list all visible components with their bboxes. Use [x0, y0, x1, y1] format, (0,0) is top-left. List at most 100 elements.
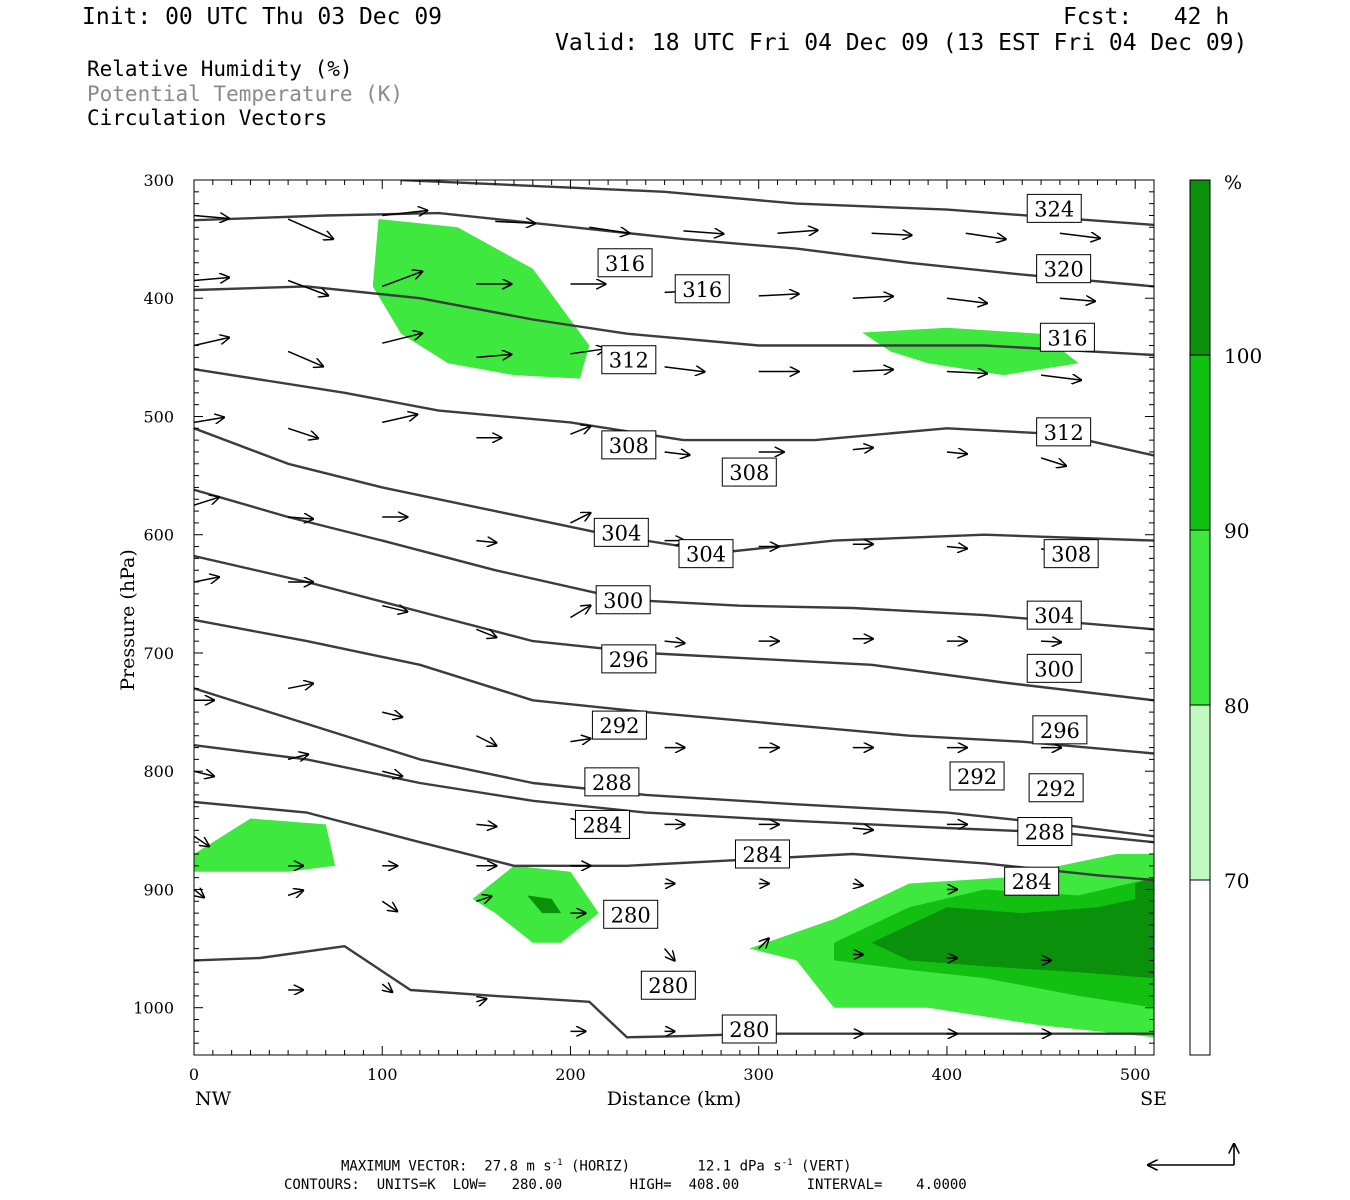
circulation-vector-63 — [476, 735, 496, 746]
svg-text:284: 284 — [1012, 870, 1052, 894]
svg-text:304: 304 — [601, 521, 641, 545]
circulation-vector-77 — [852, 828, 873, 830]
svg-text:280: 280 — [729, 1018, 769, 1042]
field-label-circulation-vectors: Circulation Vectors — [87, 106, 328, 130]
circulation-vector-28 — [946, 372, 987, 374]
init-time: Init: 00 UTC Thu 03 Dec 09 — [82, 4, 443, 30]
x-tick-label-300: 300 — [743, 1065, 774, 1084]
circulation-vector-59 — [1041, 641, 1061, 642]
theta-label-288-1: 288 — [1017, 817, 1073, 847]
axes: 300 400 500 600 700 800 900 1000 0 100 200 300 400 50… — [133, 171, 1154, 1084]
circulation-vector-102 — [476, 999, 486, 1002]
theta-label-312-1: 312 — [1036, 417, 1092, 447]
circulation-vector-29 — [1040, 375, 1081, 380]
theta-contour-304 — [194, 488, 1154, 631]
theta-contour-312 — [194, 368, 1154, 457]
x-end-label-nw: NW — [195, 1088, 232, 1110]
svg-text:312: 312 — [609, 349, 649, 373]
circulation-vector-1 — [287, 218, 333, 239]
x-tick-label-0: 0 — [189, 1065, 199, 1084]
circulation-vector-38 — [946, 452, 967, 454]
theta-label-296-0: 296 — [601, 644, 657, 674]
theta-label-304-0: 304 — [593, 517, 649, 547]
theta-label-292-1: 292 — [949, 761, 1005, 791]
theta-label-280-0: 280 — [603, 899, 659, 929]
circulation-vector-53 — [476, 628, 496, 637]
theta-label-312-0: 312 — [601, 345, 657, 375]
contour-labels: 324 320 316 316 316 312 312 308 308 308 304 304 304 3… — [574, 193, 1099, 1044]
theta-contour-300 — [194, 554, 1154, 702]
contour-info: CONTOURS: UNITS=K LOW= 280.00 HIGH= 408.… — [284, 1177, 967, 1193]
svg-text:284: 284 — [582, 813, 622, 837]
colorbar-swatch-3 — [1190, 355, 1210, 530]
circulation-vector-62 — [382, 712, 402, 717]
circulation-vector-52 — [382, 606, 407, 612]
circulation-vector-18 — [946, 298, 987, 303]
theta-contour-324 — [401, 180, 1154, 227]
circulation-vector-48 — [946, 547, 967, 549]
circulation-vector-30 — [194, 417, 224, 422]
svg-text:292: 292 — [1036, 777, 1076, 801]
circulation-vector-16 — [758, 294, 799, 296]
circulation-vector-27 — [852, 370, 893, 372]
theta-contour-316 — [194, 285, 1154, 357]
theta-label-324-0: 324 — [1026, 193, 1082, 223]
circulation-vector-90 — [194, 889, 204, 897]
valid-time: Valid: 18 UTC Fri 04 Dec 09 (13 EST Fri … — [555, 30, 1248, 56]
svg-text:316: 316 — [1047, 326, 1087, 350]
theta-label-292-2: 292 — [1028, 773, 1084, 803]
theta-label-308-1: 308 — [721, 457, 777, 487]
colorbar-level-100: 100 — [1224, 344, 1262, 368]
svg-text:296: 296 — [1040, 719, 1080, 743]
theta-contour-280 — [194, 945, 1154, 1039]
reference-vector-icon — [1148, 1144, 1234, 1165]
x-tick-label-200: 200 — [555, 1065, 586, 1084]
circulation-vector-31 — [287, 427, 318, 438]
svg-text:316: 316 — [682, 278, 722, 302]
circulation-vector-6 — [777, 230, 818, 233]
y-tick-label-500: 500 — [143, 407, 174, 426]
circulation-vector-44 — [570, 513, 590, 524]
circulation-vector-19 — [1059, 298, 1095, 301]
circulation-vector-21 — [287, 350, 323, 366]
circulation-vector-20 — [194, 338, 229, 347]
circulation-vector-2 — [382, 210, 427, 215]
colorbar-swatch-2 — [1190, 530, 1210, 705]
svg-text:304: 304 — [686, 543, 726, 567]
svg-text:308: 308 — [609, 434, 649, 458]
svg-text:300: 300 — [603, 589, 643, 613]
circulation-vector-92 — [381, 900, 397, 911]
theta-label-296-1: 296 — [1032, 715, 1088, 745]
svg-text:300: 300 — [1034, 657, 1074, 681]
circulation-vector-43 — [476, 541, 496, 543]
x-tick-label-500: 500 — [1120, 1065, 1151, 1084]
colorbar-swatch-1 — [1190, 705, 1210, 880]
svg-text:284: 284 — [742, 843, 782, 867]
colorbar-level-90: 90 — [1224, 519, 1249, 543]
theta-label-308-0: 308 — [601, 430, 657, 460]
circulation-vector-80 — [194, 835, 209, 846]
circulation-vector-73 — [476, 824, 496, 826]
rh-region-100-7 — [527, 895, 562, 914]
colorbar-level-70: 70 — [1224, 869, 1249, 893]
rh-region-80-2 — [194, 818, 336, 872]
circulation-vector-5 — [683, 231, 723, 234]
circulation-vector-22 — [382, 333, 422, 344]
theta-label-304-1: 304 — [678, 539, 734, 569]
circulation-vector-0 — [194, 215, 229, 218]
theta-label-284-0: 284 — [574, 809, 630, 839]
svg-text:308: 308 — [1051, 543, 1091, 567]
circulation-vector-61 — [287, 683, 313, 688]
circulation-vector-4 — [589, 226, 629, 233]
circulation-vector-8 — [965, 232, 1006, 239]
circulation-vector-32 — [382, 414, 417, 424]
circulation-vector-72 — [382, 771, 402, 776]
svg-text:292: 292 — [957, 765, 997, 789]
x-tick-label-100: 100 — [367, 1065, 398, 1084]
circulation-vector-12 — [381, 271, 422, 288]
field-label-relative-humidity: Relative Humidity (%) — [87, 57, 353, 81]
rh-region-100-8 — [1135, 877, 1154, 931]
colorbar-level-80: 80 — [1224, 694, 1249, 718]
circulation-vector-17 — [852, 296, 893, 298]
svg-text:320: 320 — [1044, 258, 1084, 282]
